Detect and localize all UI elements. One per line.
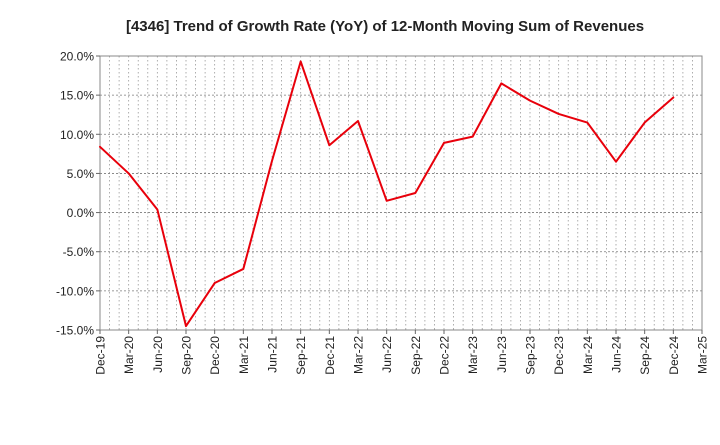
x-tick-label: Jun-23 [495, 336, 509, 373]
x-tick-label: Mar-20 [122, 336, 136, 374]
x-tick-label: Sep-21 [294, 336, 308, 375]
x-tick-label: Sep-23 [524, 336, 538, 375]
x-tick-label: Mar-23 [466, 336, 480, 374]
x-tick-label: Jun-24 [610, 336, 624, 373]
x-tick-label: Mar-25 [696, 336, 710, 374]
y-tick-label: 10.0% [60, 128, 94, 142]
grid-lines [100, 56, 702, 330]
axes: 20.0% 15.0% 10.0% 5.0% 0.0% -5.0% -10.0% -15.0%… [56, 50, 710, 375]
x-tick-label: Mar-24 [581, 336, 595, 374]
y-tick-label: 0.0% [67, 206, 95, 220]
y-tick-label: 15.0% [60, 89, 94, 103]
x-tick-label: Dec-19 [94, 336, 108, 375]
y-tick-label: 5.0% [67, 167, 95, 181]
x-tick-label: Mar-21 [237, 336, 251, 374]
y-tick-label: 20.0% [60, 50, 94, 64]
x-tick-label: Sep-24 [638, 336, 652, 375]
x-tick-label: Dec-22 [438, 336, 452, 375]
x-tick-label: Jun-20 [151, 336, 165, 373]
x-tick-label: Jun-21 [266, 336, 280, 373]
y-tick-label: -15.0% [56, 324, 94, 338]
x-tick-label: Dec-21 [323, 336, 337, 375]
plot-frame [100, 56, 702, 330]
x-tick-label: Jun-22 [380, 336, 394, 373]
x-tick-label: Dec-23 [552, 336, 566, 375]
y-tick-label: -5.0% [63, 245, 95, 259]
chart-title: [4346] Trend of Growth Rate (YoY) of 12-… [126, 18, 644, 35]
y-tick-label: -10.0% [56, 284, 94, 298]
x-tick-label: Dec-24 [667, 336, 681, 375]
x-tick-label: Sep-22 [409, 336, 423, 375]
x-tick-label: Sep-20 [180, 336, 194, 375]
x-tick-label: Mar-22 [352, 336, 366, 374]
x-tick-label: Dec-20 [208, 336, 222, 375]
